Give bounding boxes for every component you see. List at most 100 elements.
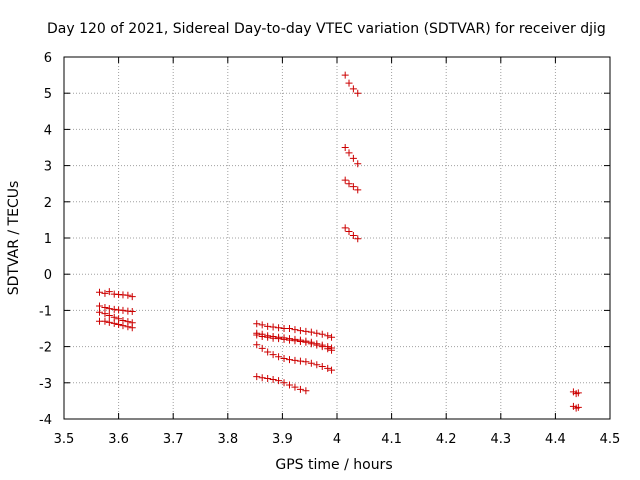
data-point — [95, 288, 103, 296]
data-point — [296, 327, 304, 335]
data-point — [302, 327, 310, 335]
x-axis-label: GPS time / hours — [275, 457, 392, 473]
x-tick-label: 4.2 — [436, 432, 457, 447]
data-point — [275, 377, 283, 385]
data-point — [328, 346, 336, 354]
series-track-c-3 — [341, 176, 362, 194]
data-point — [258, 344, 266, 352]
data-point — [101, 317, 109, 325]
data-point — [275, 335, 283, 343]
data-point — [291, 326, 299, 334]
data-point — [313, 361, 321, 369]
data-point — [105, 318, 113, 326]
data-point — [302, 387, 310, 395]
data-point — [341, 71, 349, 79]
data-point — [280, 379, 288, 387]
data-point — [307, 340, 315, 348]
series-track-b-4 — [253, 341, 336, 374]
data-point — [264, 374, 272, 382]
x-tick-label: 3.7 — [163, 432, 184, 447]
data-point — [285, 336, 293, 344]
data-point — [285, 325, 293, 332]
data-point — [291, 356, 299, 364]
y-axis-label: SDTVAR / TECUs — [6, 181, 22, 296]
data-point — [101, 310, 109, 318]
y-tick-label: -4 — [39, 413, 52, 428]
data-point — [324, 364, 332, 372]
x-tick-label: 3.8 — [217, 432, 238, 447]
y-tick-label: -1 — [39, 304, 52, 319]
data-point — [341, 224, 349, 232]
y-tick-label: 2 — [44, 196, 52, 211]
chart-title: Day 120 of 2021, Sidereal Day-to-day VTE… — [47, 21, 606, 37]
x-tick-label: 4 — [333, 432, 341, 447]
y-tick-label: 5 — [44, 87, 52, 102]
axis-ticks — [63, 56, 611, 420]
grid-lines — [64, 57, 610, 419]
data-point — [341, 176, 349, 184]
data-point — [328, 366, 336, 374]
data-point — [345, 180, 353, 188]
data-point — [307, 359, 315, 367]
series-track-c-2 — [341, 144, 362, 168]
data-point — [345, 227, 353, 235]
data-point — [258, 374, 266, 382]
data-point — [296, 338, 304, 346]
data-point — [124, 323, 132, 331]
data-point — [345, 79, 353, 87]
data-point — [119, 322, 127, 330]
data-point — [280, 355, 288, 363]
data-point — [105, 311, 113, 319]
data-point — [253, 331, 261, 339]
series-track-a-4 — [95, 317, 136, 332]
series-track-b-5 — [253, 373, 310, 395]
data-point — [124, 291, 132, 299]
data-point — [264, 333, 272, 341]
data-point — [313, 329, 321, 337]
x-tick-label: 4.4 — [545, 432, 566, 447]
data-point — [302, 338, 310, 346]
x-tick-labels: 3.5 3.6 3.7 3.8 3.9 4 4.1 4.2 4.3 4.4 4.5 — [54, 432, 621, 447]
data-point — [285, 356, 293, 364]
data-point — [324, 332, 332, 340]
data-point — [115, 321, 123, 329]
x-tick-label: 4.1 — [381, 432, 402, 447]
data-point — [302, 358, 310, 366]
data-point — [349, 183, 357, 191]
data-point — [264, 322, 272, 330]
y-tick-label: 1 — [44, 232, 52, 247]
data-point — [296, 385, 304, 393]
data-point — [105, 305, 113, 313]
data-point — [345, 149, 353, 157]
data-point — [128, 307, 136, 315]
data-point — [275, 324, 283, 332]
data-point — [318, 363, 326, 371]
y-tick-label: 3 — [44, 160, 52, 175]
data-point — [354, 235, 362, 243]
data-point — [110, 305, 118, 313]
y-tick-label: -3 — [39, 377, 52, 392]
series-track-d-1 — [569, 388, 582, 412]
data-point — [291, 337, 299, 345]
x-tick-label: 3.5 — [54, 432, 75, 447]
data-point — [574, 403, 582, 411]
data-point — [128, 293, 136, 301]
y-tick-label: 0 — [44, 268, 52, 283]
data-point — [128, 324, 136, 332]
x-tick-label: 4.3 — [490, 432, 511, 447]
y-tick-label: 6 — [44, 51, 52, 66]
data-point — [264, 348, 272, 356]
data-point — [105, 288, 113, 296]
series-track-c-4 — [341, 224, 362, 243]
data-point — [574, 389, 582, 397]
data-point — [253, 373, 261, 381]
data-point — [253, 341, 261, 349]
data-point — [275, 353, 283, 361]
y-tick-label: -2 — [39, 341, 52, 356]
data-point — [253, 320, 261, 328]
series-track-a-2 — [95, 302, 136, 315]
data-point — [341, 144, 349, 151]
data-point — [285, 381, 293, 389]
data-points — [95, 71, 582, 412]
